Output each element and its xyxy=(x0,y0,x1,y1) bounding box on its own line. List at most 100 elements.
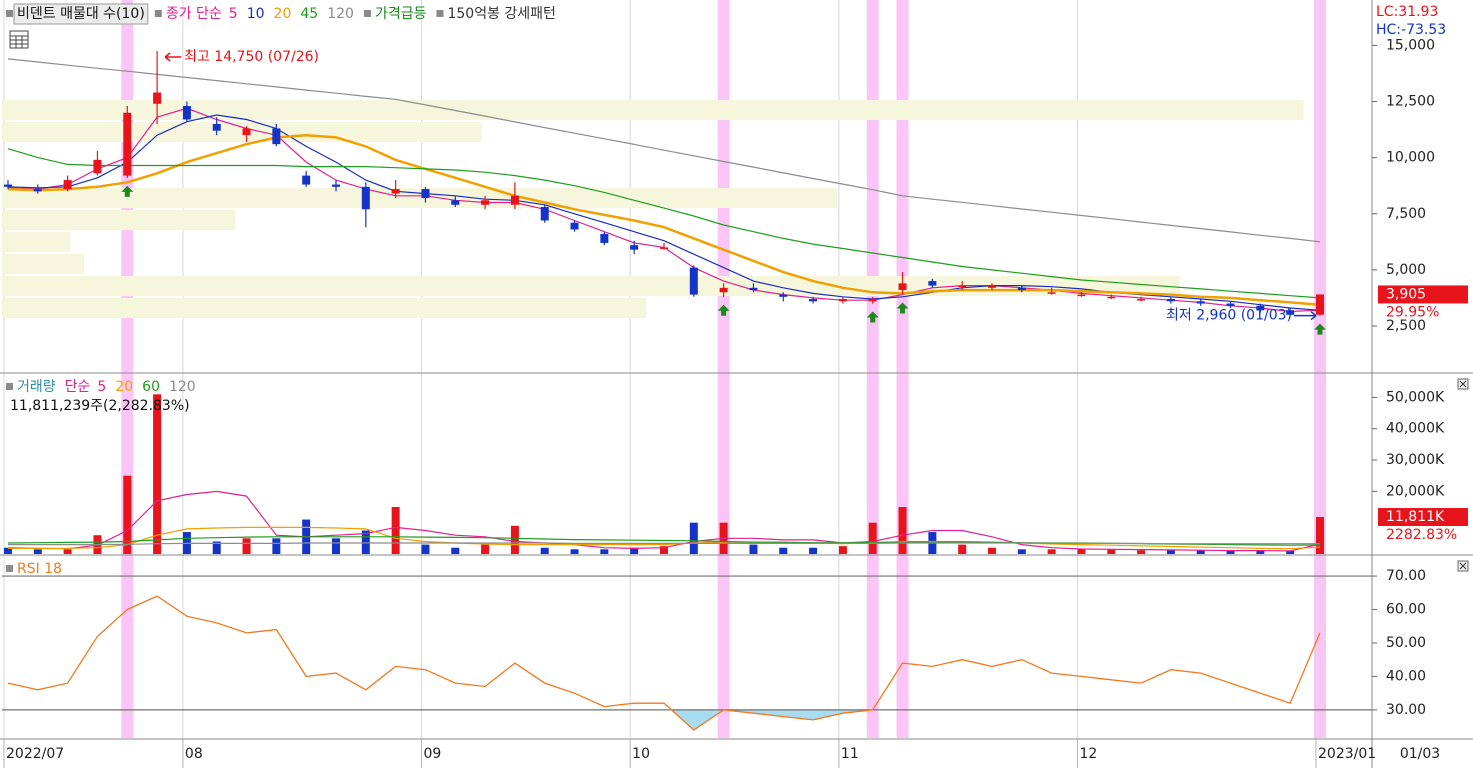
button-cross xyxy=(1459,562,1467,570)
x-tick-label: 08 xyxy=(185,746,203,762)
volume-bar xyxy=(1286,550,1295,554)
cursor-date: 01/03 xyxy=(1400,746,1440,762)
candle-body xyxy=(510,195,519,205)
close-button[interactable] xyxy=(1457,378,1469,390)
candle-body xyxy=(153,92,162,104)
legend-entry: 20 xyxy=(115,379,133,395)
last-price-label: 3,905 xyxy=(1386,286,1426,302)
rsi-line xyxy=(7,595,1321,731)
candle-body xyxy=(93,159,102,174)
volume-bar xyxy=(361,530,370,554)
candle-body xyxy=(123,112,132,176)
volume-bar xyxy=(1077,549,1086,554)
lc-label: LC:31.93 xyxy=(1376,4,1438,20)
legend-label: 단순 xyxy=(65,379,91,395)
volume-bar xyxy=(212,541,221,554)
y-tick-label: 70.00 xyxy=(1386,568,1426,584)
candle-body xyxy=(1196,301,1205,304)
volume-bar xyxy=(630,547,639,554)
volume-profile-bar xyxy=(2,188,838,209)
min-arrow xyxy=(1294,311,1317,321)
y-tick-label: 2,500 xyxy=(1386,318,1426,334)
volume-bar xyxy=(1166,550,1175,554)
x-tick-label: 09 xyxy=(423,746,441,762)
y-tick-label: 20,000K xyxy=(1386,483,1445,499)
volume-bar xyxy=(540,547,549,554)
legend-entry: 150억봉 강세패턴 xyxy=(447,6,555,22)
volume-bar xyxy=(958,544,967,554)
change-label: 29.95% xyxy=(1386,304,1439,320)
candle-body xyxy=(332,184,340,187)
last-volume-label: 11,811K xyxy=(1386,509,1445,525)
legend-entry: 60 xyxy=(142,379,160,395)
y-tick-label: 60.00 xyxy=(1386,602,1426,618)
candle-body xyxy=(600,233,609,243)
chart-title: 거래량 xyxy=(17,379,56,395)
x-tick-label: 2022/07 xyxy=(6,746,64,762)
volume-bar xyxy=(391,507,400,554)
y-tick-label: 40.00 xyxy=(1386,668,1426,684)
candle-body xyxy=(689,267,698,295)
volume-bar xyxy=(421,544,430,554)
candle-body xyxy=(540,207,549,221)
volume-bar xyxy=(1196,550,1205,554)
volume-bar xyxy=(838,546,847,554)
candle-body xyxy=(898,283,907,291)
surge-arrow xyxy=(1314,323,1326,335)
moving-average-line xyxy=(7,58,1321,243)
legend-icon xyxy=(436,10,444,17)
candle-body xyxy=(1166,299,1175,302)
volume-profile-bar xyxy=(2,298,646,319)
close-button[interactable] xyxy=(1457,560,1469,572)
data-layer xyxy=(2,51,1372,731)
y-tick-label: 40,000K xyxy=(1386,421,1445,437)
volume-bar xyxy=(1137,550,1146,554)
candle-body xyxy=(1017,287,1026,291)
volume-bar xyxy=(510,525,519,554)
y-tick-label: 12,500 xyxy=(1386,94,1435,110)
legend-entry: 120 xyxy=(327,6,354,22)
y-tick-label: 30.00 xyxy=(1386,702,1426,718)
volume-bar xyxy=(33,549,42,554)
volume-profile-bar xyxy=(2,210,235,231)
candle-body xyxy=(182,106,191,120)
calculator-icon[interactable] xyxy=(9,30,29,49)
candle-body xyxy=(868,299,877,302)
last-price-tag xyxy=(1378,285,1468,304)
candle-body xyxy=(630,245,639,250)
title-box xyxy=(13,3,149,25)
legend-entry: 20 xyxy=(274,6,292,22)
legend-entry: 45 xyxy=(300,6,318,22)
legend-label: 종가 단순 xyxy=(166,6,222,22)
candle-body xyxy=(272,128,281,145)
max-label: 최고 14,750 (07/26) xyxy=(184,49,319,65)
candle-body xyxy=(421,189,430,199)
legend-icon xyxy=(6,10,13,17)
volume-profile-bar xyxy=(2,232,71,253)
candle-body xyxy=(749,287,758,291)
volume-average-line xyxy=(7,490,1321,552)
volume-bar xyxy=(451,547,460,554)
candle-body xyxy=(838,299,847,302)
chart-title: 비덴트 매물대 수(10) xyxy=(17,6,145,22)
candle-body xyxy=(361,186,370,210)
volume-bar xyxy=(332,538,340,554)
x-tick-label: 2023/01 xyxy=(1318,746,1376,762)
volume-bar xyxy=(63,549,72,554)
candle-body xyxy=(1107,296,1116,299)
candle-body xyxy=(63,180,72,190)
legend-icon xyxy=(6,565,13,572)
volume-bar xyxy=(660,546,668,554)
legend-icon xyxy=(363,10,371,17)
moving-average-line xyxy=(7,133,1321,306)
min-label: 최저 2,960 (01/03) xyxy=(1166,308,1292,324)
surge-arrow xyxy=(866,311,879,323)
candle-body xyxy=(928,281,937,286)
volume-bar xyxy=(749,544,758,554)
candle-body xyxy=(481,200,490,205)
candle-body xyxy=(1047,292,1056,294)
button-cross xyxy=(1459,380,1467,388)
y-tick-label: 15,000 xyxy=(1386,37,1435,53)
volume-average-line xyxy=(8,542,1320,546)
volume-bar xyxy=(898,507,907,554)
